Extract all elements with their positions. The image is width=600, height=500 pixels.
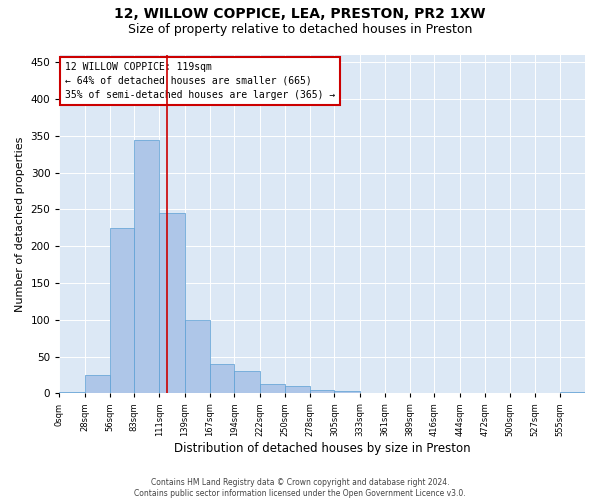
Bar (485, 392, 510, 394)
Bar (359, 392, 385, 394)
Bar (285, 386, 310, 394)
Text: Size of property relative to detached houses in Preston: Size of property relative to detached ho… (128, 22, 472, 36)
Bar (85, 375, 110, 394)
Bar (410, 392, 434, 394)
Bar (260, 384, 285, 394)
Bar (160, 213, 185, 394)
Bar (185, 320, 210, 394)
X-axis label: Distribution of detached houses by size in Preston: Distribution of detached houses by size … (174, 442, 470, 455)
Bar (560, 392, 585, 394)
Bar (234, 372, 260, 394)
Bar (310, 390, 334, 394)
Y-axis label: Number of detached properties: Number of detached properties (15, 136, 25, 312)
Bar (210, 364, 234, 394)
Bar (334, 391, 359, 394)
Text: 12 WILLOW COPPICE: 119sqm
← 64% of detached houses are smaller (665)
35% of semi: 12 WILLOW COPPICE: 119sqm ← 64% of detac… (65, 62, 335, 100)
Bar (59, 392, 85, 394)
Bar (110, 228, 134, 394)
Text: Contains HM Land Registry data © Crown copyright and database right 2024.
Contai: Contains HM Land Registry data © Crown c… (134, 478, 466, 498)
Text: 12, WILLOW COPPICE, LEA, PRESTON, PR2 1XW: 12, WILLOW COPPICE, LEA, PRESTON, PR2 1X… (114, 8, 486, 22)
Bar (134, 140, 160, 394)
